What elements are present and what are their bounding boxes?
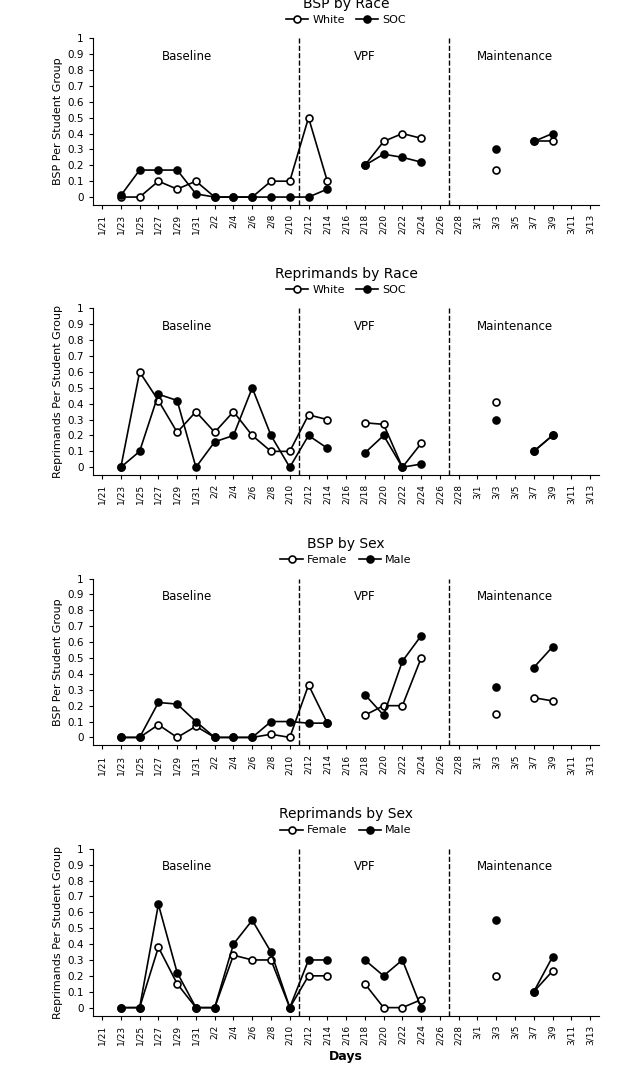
Text: Baseline: Baseline: [161, 320, 212, 333]
Text: VPF: VPF: [354, 860, 376, 874]
Legend: Female, Male: Female, Male: [276, 821, 416, 840]
Text: VPF: VPF: [354, 50, 376, 63]
Text: Maintenance: Maintenance: [477, 591, 553, 603]
Title: BSP by Race: BSP by Race: [303, 0, 389, 11]
Text: Baseline: Baseline: [161, 860, 212, 874]
Legend: White, SOC: White, SOC: [281, 11, 411, 29]
Text: VPF: VPF: [354, 320, 376, 333]
Y-axis label: Reprimands Per Student Group: Reprimands Per Student Group: [53, 845, 63, 1019]
X-axis label: Days: Days: [329, 1051, 363, 1064]
Text: Baseline: Baseline: [161, 591, 212, 603]
Title: Reprimands by Race: Reprimands by Race: [274, 266, 418, 281]
Y-axis label: Reprimands Per Student Group: Reprimands Per Student Group: [53, 306, 63, 478]
Text: Maintenance: Maintenance: [477, 320, 553, 333]
Legend: Female, Male: Female, Male: [276, 550, 416, 570]
Legend: White, SOC: White, SOC: [281, 281, 411, 299]
Text: Baseline: Baseline: [161, 50, 212, 63]
Text: VPF: VPF: [354, 591, 376, 603]
Y-axis label: BSP Per Student Group: BSP Per Student Group: [53, 598, 63, 726]
Title: Reprimands by Sex: Reprimands by Sex: [279, 807, 413, 821]
Y-axis label: BSP Per Student Group: BSP Per Student Group: [53, 58, 63, 186]
Text: Maintenance: Maintenance: [477, 860, 553, 874]
Text: Maintenance: Maintenance: [477, 50, 553, 63]
Title: BSP by Sex: BSP by Sex: [307, 537, 385, 551]
